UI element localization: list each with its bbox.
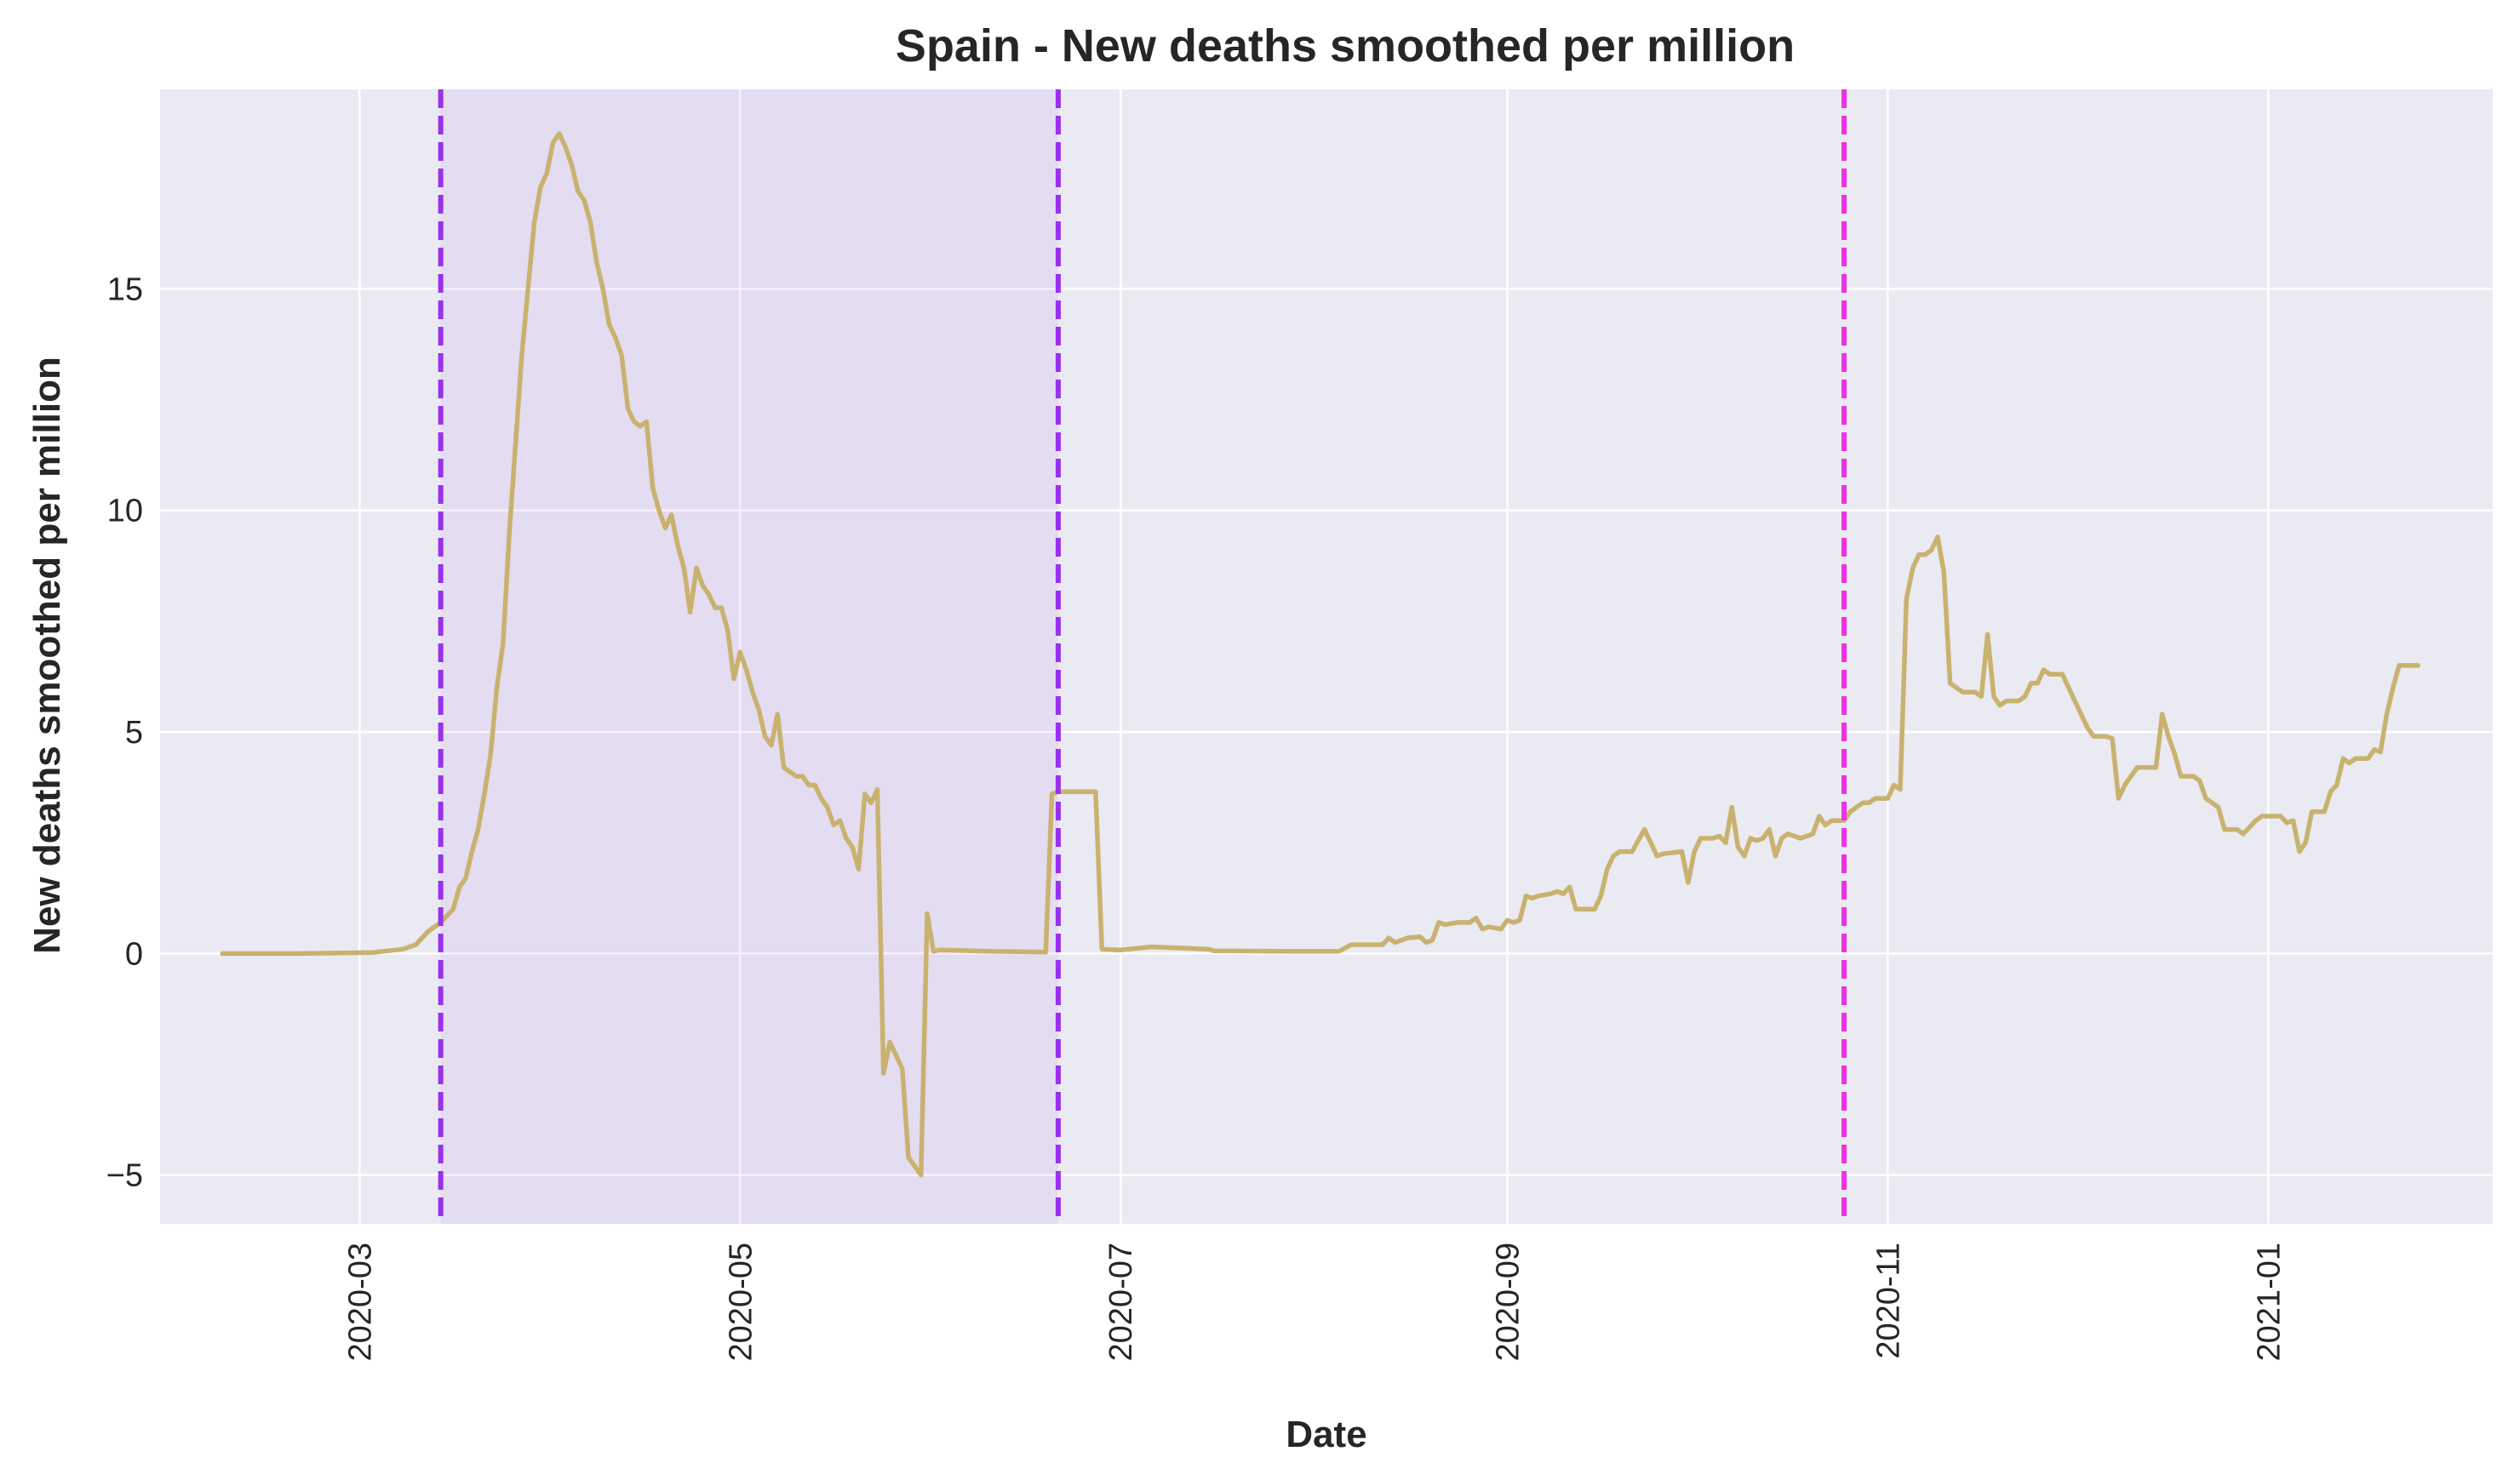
y-tick-label: 10 bbox=[107, 494, 143, 529]
vertical-marker-lines bbox=[438, 89, 1847, 1224]
plot-area bbox=[160, 89, 2493, 1224]
y-axis-label: New deaths smoothed per million bbox=[26, 357, 68, 954]
chart-title: Spain - New deaths smoothed per million bbox=[896, 20, 1795, 71]
x-tick-label: 2020-09 bbox=[1490, 1243, 1526, 1361]
y-tick-label: 15 bbox=[107, 271, 143, 307]
x-tick-labels: 2020-03 2020-05 2020-07 2020-09 2020-11 2021-… bbox=[342, 1243, 2287, 1361]
y-tick-label: −5 bbox=[106, 1158, 143, 1194]
y-tick-labels: −5 0 5 10 15 bbox=[106, 271, 143, 1193]
x-tick-label: 2020-03 bbox=[342, 1243, 378, 1361]
x-axis-label: Date bbox=[1286, 1414, 1366, 1455]
x-tick-label: 2020-07 bbox=[1103, 1243, 1139, 1361]
x-tick-label: 2020-11 bbox=[1870, 1243, 1906, 1359]
shaded-spans bbox=[440, 89, 1058, 1224]
y-tick-label: 5 bbox=[125, 715, 143, 751]
series-lines bbox=[220, 131, 2420, 1178]
shaded-span bbox=[440, 89, 1058, 1224]
x-tick-label: 2021-01 bbox=[2251, 1243, 2287, 1361]
series-line bbox=[220, 131, 2420, 1178]
y-tick-label: 0 bbox=[125, 936, 143, 972]
x-tick-label: 2020-05 bbox=[723, 1243, 759, 1361]
